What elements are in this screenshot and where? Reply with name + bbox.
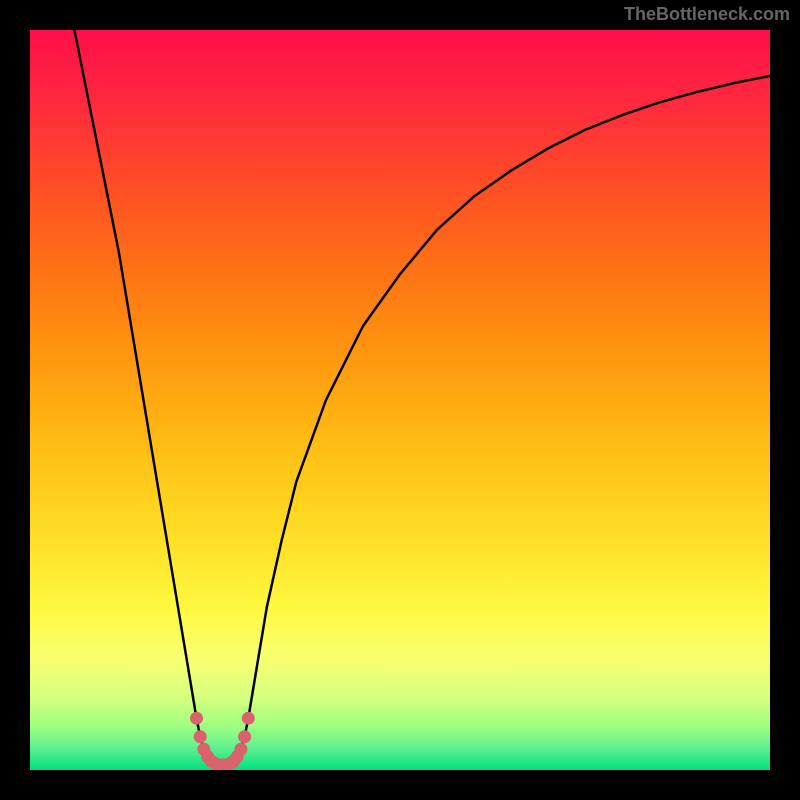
chart-background xyxy=(30,30,770,770)
curve-marker xyxy=(191,712,203,724)
curve-marker xyxy=(242,712,254,724)
chart-plot-area xyxy=(30,30,770,770)
watermark-text: TheBottleneck.com xyxy=(624,4,790,25)
curve-marker xyxy=(194,731,206,743)
curve-marker xyxy=(235,743,247,755)
curve-marker xyxy=(239,731,251,743)
chart-svg xyxy=(30,30,770,770)
